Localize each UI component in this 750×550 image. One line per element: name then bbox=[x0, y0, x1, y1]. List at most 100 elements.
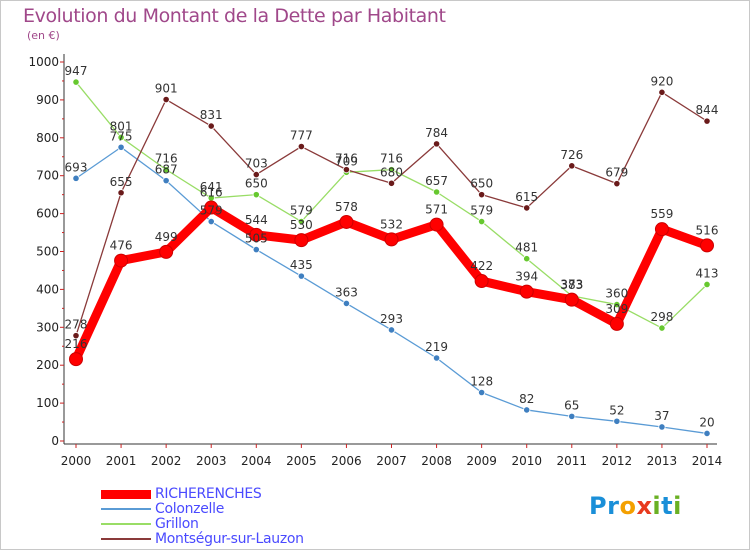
data-label-montsegur-sur-lauzon: 655 bbox=[110, 175, 133, 189]
data-point-grillon bbox=[252, 191, 260, 199]
x-tick-label: 2011 bbox=[557, 454, 588, 468]
data-label-colonzelle: 687 bbox=[155, 163, 178, 177]
data-point-richerenches bbox=[474, 274, 489, 289]
data-label-colonzelle: 293 bbox=[380, 312, 403, 326]
data-label-richerenches: 216 bbox=[65, 337, 88, 351]
x-tick-label: 2002 bbox=[151, 454, 182, 468]
logo-letter: r bbox=[607, 492, 620, 520]
data-label-montsegur-sur-lauzon: 680 bbox=[380, 165, 403, 179]
data-label-montsegur-sur-lauzon: 777 bbox=[290, 129, 313, 143]
data-point-colonzelle bbox=[72, 174, 80, 182]
data-label-montsegur-sur-lauzon: 650 bbox=[470, 177, 493, 191]
data-point-richerenches bbox=[384, 232, 399, 247]
series-lines bbox=[69, 78, 714, 438]
data-label-richerenches: 530 bbox=[290, 218, 313, 232]
data-label-montsegur-sur-lauzon: 831 bbox=[200, 108, 223, 122]
data-label-richerenches: 544 bbox=[245, 213, 268, 227]
y-tick-label: 0 bbox=[51, 434, 59, 448]
x-tick-label: 2008 bbox=[421, 454, 452, 468]
data-label-grillon: 360 bbox=[605, 287, 628, 301]
legend-swatch bbox=[101, 508, 151, 510]
data-point-montsegur-sur-lauzon bbox=[568, 162, 576, 170]
proxiti-logo: Proxiti bbox=[589, 492, 682, 520]
logo-letter: o bbox=[619, 492, 637, 520]
data-label-colonzelle: 20 bbox=[699, 415, 714, 429]
data-point-montsegur-sur-lauzon bbox=[162, 95, 170, 104]
data-label-richerenches: 616 bbox=[200, 186, 223, 200]
data-label-richerenches: 309 bbox=[605, 302, 628, 316]
data-point-colonzelle bbox=[432, 354, 441, 362]
data-point-grillon bbox=[523, 255, 531, 263]
data-label-montsegur-sur-lauzon: 716 bbox=[335, 152, 358, 166]
data-point-richerenches bbox=[609, 316, 624, 331]
data-label-grillon: 383 bbox=[560, 278, 583, 292]
logo-letter: P bbox=[589, 492, 608, 520]
chart-title: Evolution du Montant de la Dette par Hab… bbox=[23, 5, 446, 27]
data-point-montsegur-sur-lauzon bbox=[207, 122, 215, 130]
data-label-grillon: 716 bbox=[380, 152, 403, 166]
data-point-montsegur-sur-lauzon bbox=[432, 140, 441, 148]
y-tick-label: 100 bbox=[36, 396, 59, 410]
data-label-montsegur-sur-lauzon: 784 bbox=[425, 126, 448, 140]
data-point-colonzelle bbox=[568, 412, 576, 420]
logo-letter: t bbox=[661, 492, 674, 520]
data-label-richerenches: 578 bbox=[335, 200, 358, 214]
data-point-montsegur-sur-lauzon bbox=[72, 332, 80, 340]
data-point-colonzelle bbox=[117, 143, 125, 151]
data-point-colonzelle bbox=[478, 388, 486, 397]
x-tick-label: 2005 bbox=[286, 454, 317, 468]
data-label-grillon: 641 bbox=[200, 180, 223, 194]
data-label-colonzelle: 219 bbox=[425, 340, 448, 354]
data-point-grillon bbox=[387, 166, 396, 174]
data-point-richerenches bbox=[564, 292, 579, 307]
data-label-montsegur-sur-lauzon: 726 bbox=[560, 148, 583, 162]
data-label-grillon: 481 bbox=[515, 241, 538, 255]
x-tick-label: 2001 bbox=[106, 454, 137, 468]
data-point-montsegur-sur-lauzon bbox=[703, 117, 711, 125]
data-point-colonzelle bbox=[207, 217, 215, 226]
data-point-montsegur-sur-lauzon bbox=[297, 142, 305, 151]
data-label-colonzelle: 82 bbox=[519, 392, 534, 406]
data-point-colonzelle bbox=[613, 417, 621, 425]
data-point-colonzelle bbox=[162, 177, 170, 185]
x-tick-label: 2013 bbox=[647, 454, 678, 468]
data-label-colonzelle: 363 bbox=[335, 285, 358, 299]
data-label-colonzelle: 775 bbox=[110, 129, 133, 143]
data-label-richerenches: 559 bbox=[650, 207, 673, 221]
x-tick-label: 2009 bbox=[466, 454, 497, 468]
y-tick-label: 300 bbox=[36, 320, 59, 334]
data-label-richerenches: 532 bbox=[380, 217, 403, 231]
axes: 0 100 200 300 400 500 600 700 800 900 1000 2000 2001… bbox=[28, 54, 722, 468]
legend-label: Grillon bbox=[155, 516, 199, 532]
data-label-grillon: 650 bbox=[245, 177, 268, 191]
y-tick-label: 400 bbox=[36, 282, 59, 296]
data-label-grillon: 801 bbox=[110, 119, 133, 133]
y-tick-label: 1000 bbox=[28, 55, 59, 69]
x-tick-label: 2006 bbox=[331, 454, 362, 468]
x-tick-label: 2010 bbox=[511, 454, 542, 468]
legend-swatch bbox=[101, 490, 151, 499]
data-label-grillon: 657 bbox=[425, 174, 448, 188]
y-tick-label: 900 bbox=[36, 93, 59, 107]
data-point-colonzelle bbox=[658, 423, 666, 431]
y-tick-label: 500 bbox=[36, 245, 59, 259]
data-point-colonzelle bbox=[387, 326, 396, 334]
data-label-colonzelle: 693 bbox=[65, 160, 88, 174]
data-label-richerenches: 571 bbox=[425, 203, 448, 217]
data-point-richerenches bbox=[294, 233, 309, 248]
data-label-colonzelle: 579 bbox=[200, 204, 223, 218]
x-tick-label: 2003 bbox=[196, 454, 227, 468]
data-label-richerenches: 516 bbox=[696, 223, 719, 237]
logo-letter: i bbox=[673, 492, 682, 520]
data-label-grillon: 709 bbox=[335, 154, 358, 168]
data-label-grillon: 579 bbox=[470, 204, 493, 218]
data-label-colonzelle: 52 bbox=[609, 403, 624, 417]
data-point-richerenches bbox=[249, 227, 264, 242]
data-point-richerenches bbox=[654, 222, 669, 237]
data-label-richerenches: 422 bbox=[470, 259, 493, 273]
data-point-richerenches bbox=[700, 238, 714, 253]
data-point-richerenches bbox=[69, 352, 83, 367]
data-point-montsegur-sur-lauzon bbox=[658, 88, 666, 96]
data-point-grillon bbox=[162, 166, 170, 174]
data-point-colonzelle bbox=[342, 299, 351, 308]
